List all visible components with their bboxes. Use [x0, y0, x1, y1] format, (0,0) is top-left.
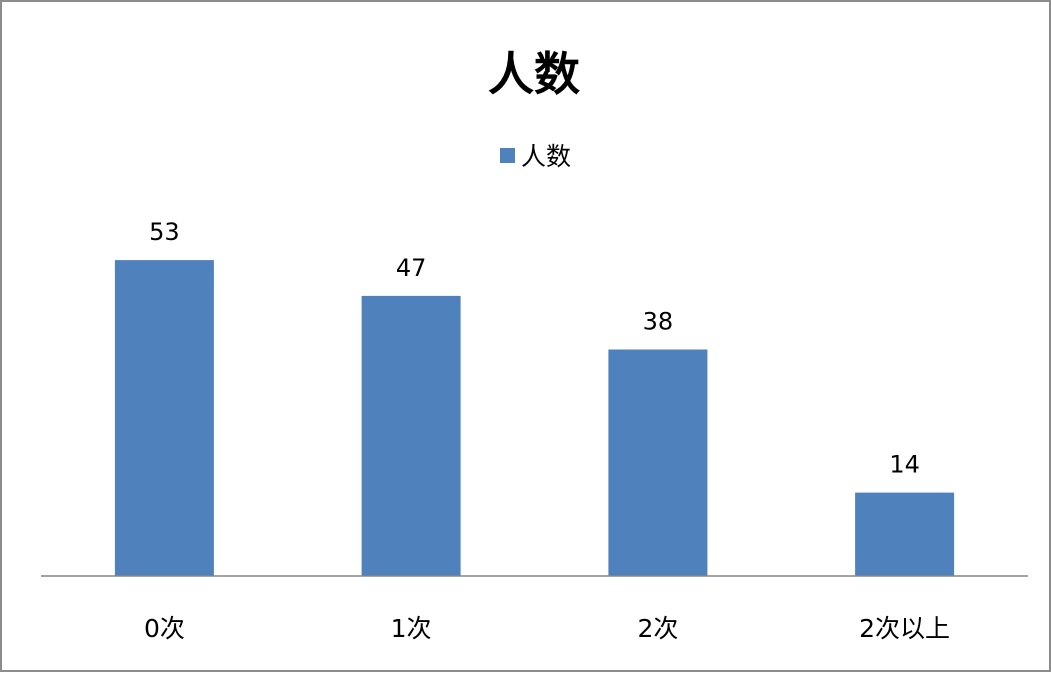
bar-group — [114, 260, 955, 576]
x-tick-label-2: 2次 — [637, 614, 678, 643]
data-label-group: 53 47 38 14 — [149, 218, 920, 479]
data-label-3: 14 — [889, 451, 920, 479]
bar-1 — [361, 295, 461, 576]
x-tick-label-0: 0次 — [144, 614, 185, 643]
x-tick-label-3: 2次以上 — [859, 614, 950, 643]
legend-label: 人数 — [521, 142, 571, 171]
data-label-0: 53 — [149, 218, 180, 246]
bar-2 — [608, 349, 708, 576]
legend-swatch — [500, 148, 515, 163]
chart-title: 人数 — [488, 47, 580, 101]
legend: 人数 — [500, 142, 571, 171]
data-label-1: 47 — [396, 254, 427, 282]
bar-3 — [855, 492, 955, 576]
x-tick-label-1: 1次 — [391, 614, 432, 643]
x-tick-label-group: 0次 1次 2次 2次以上 — [144, 614, 950, 643]
data-label-2: 38 — [643, 308, 674, 336]
bar-0 — [114, 260, 214, 576]
